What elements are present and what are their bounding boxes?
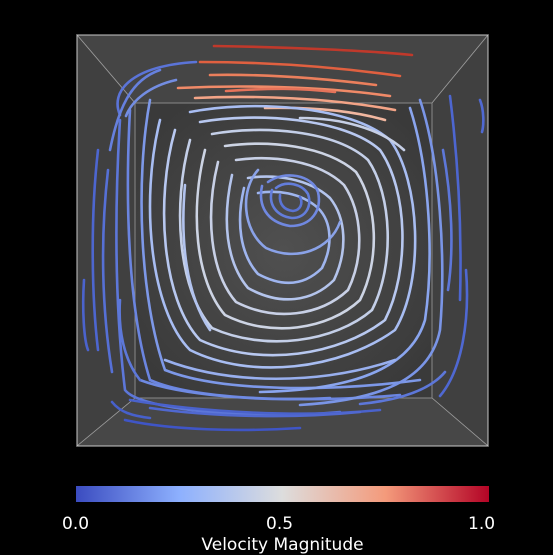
box-outline <box>76 34 489 447</box>
streamline <box>108 68 162 152</box>
streamline <box>441 148 453 292</box>
streamline <box>298 116 406 152</box>
streamline <box>198 60 402 78</box>
streamline <box>148 406 362 418</box>
streamline <box>212 44 414 57</box>
streamline <box>438 268 469 398</box>
streamline <box>115 118 342 417</box>
streamline <box>358 370 447 406</box>
streamline <box>208 73 378 87</box>
streamline <box>118 298 142 382</box>
streamline <box>81 278 90 352</box>
streamline <box>124 78 178 118</box>
colorbar-mid-label: 0.5 <box>266 514 294 534</box>
streamline <box>478 98 485 134</box>
colorbar-title: Velocity Magnitude <box>201 535 364 555</box>
streamline <box>209 157 361 316</box>
streamline <box>148 104 417 369</box>
streamline <box>225 173 345 301</box>
box-top-face <box>76 34 489 104</box>
colorbar-max-label: 1.0 <box>468 514 496 534</box>
streamline <box>238 186 331 285</box>
streamline <box>163 358 397 381</box>
streamline <box>278 193 303 213</box>
streamlines <box>81 44 485 432</box>
streamline <box>101 168 114 374</box>
streamline <box>162 116 404 357</box>
streamline <box>178 128 390 343</box>
colorbar-legend: 0.0 0.5 1.0 Velocity Magnitude <box>62 486 495 555</box>
streamline <box>193 95 397 112</box>
streamline <box>110 400 152 420</box>
colorbar-min-label: 0.0 <box>62 514 90 534</box>
streamline <box>448 94 462 302</box>
streamline <box>182 183 212 332</box>
box-left-face <box>76 33 136 447</box>
colorbar-gradient <box>76 486 489 502</box>
streamline <box>140 98 422 390</box>
streamline <box>123 418 302 432</box>
streamline <box>224 87 337 94</box>
streamline <box>298 98 444 407</box>
streamline <box>116 60 198 117</box>
streamline <box>91 148 100 352</box>
streamline <box>176 85 392 98</box>
streamline <box>259 174 321 228</box>
streamline <box>269 182 311 220</box>
streamline <box>258 106 431 394</box>
streamline <box>244 168 342 256</box>
streamline <box>195 142 376 330</box>
streamline <box>138 378 332 401</box>
